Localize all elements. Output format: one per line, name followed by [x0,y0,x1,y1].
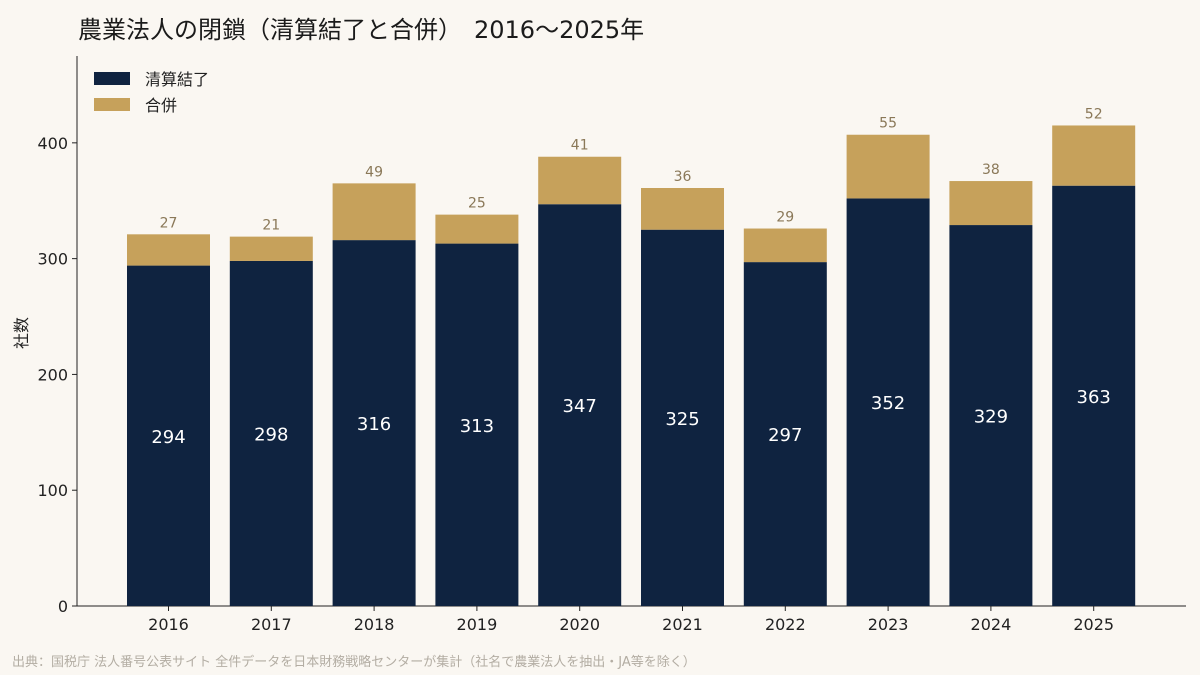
bar-segment-liquidation [743,262,827,606]
x-tick-label: 2017 [251,615,292,634]
data-label-merger: 55 [879,116,897,132]
y-tick-label: 200 [37,365,68,384]
bar-segment-merger [641,188,724,230]
data-label-merger: 49 [365,164,383,180]
legend-swatch [94,98,130,111]
bar-segment-merger [127,234,210,266]
bar-segment-liquidation [949,225,1033,607]
x-tick-label: 2023 [868,615,909,634]
bar-segment-liquidation [538,204,622,607]
source-note: 出典：国税庁 法人番号公表サイト 全件データを日本財務戦略センターが集計（社名で… [12,655,696,670]
y-tick-label: 100 [37,481,68,500]
bar-segment-merger [435,214,519,244]
data-label-liquidation: 294 [151,427,185,448]
x-tick-label: 2024 [971,615,1012,634]
data-label-merger: 52 [1085,106,1103,122]
x-tick-label: 2025 [1073,615,1114,634]
data-label-liquidation: 325 [665,409,699,430]
data-label-liquidation: 352 [871,393,905,414]
data-label-liquidation: 316 [357,414,391,435]
legend-label: 清算結了 [145,70,209,89]
bar-segment-merger [229,236,313,261]
x-tick-label: 2016 [148,615,189,634]
y-tick-label: 300 [37,250,68,269]
data-label-merger: 29 [776,210,794,226]
y-tick-label: 0 [58,597,68,616]
data-label-liquidation: 347 [563,396,597,417]
bar-segment-merger [743,228,827,263]
bar-segment-merger [949,181,1033,226]
data-label-merger: 27 [160,215,178,231]
data-label-liquidation: 329 [974,407,1008,428]
bar-segment-liquidation [846,198,930,606]
bar-segment-liquidation [435,243,519,606]
bar-segment-liquidation [1052,185,1136,606]
data-label-merger: 25 [468,196,486,212]
x-tick-label: 2022 [765,615,806,634]
bar-segment-merger [332,183,416,241]
bar-segment-merger [846,134,930,199]
data-label-merger: 41 [571,138,589,154]
data-label-liquidation: 297 [768,425,802,446]
y-axis-label: 社数 [12,317,31,349]
data-label-merger: 21 [262,218,280,234]
legend-label: 合併 [145,96,177,115]
x-tick-label: 2021 [662,615,703,634]
bar-segment-liquidation [641,229,724,606]
bar-segment-liquidation [127,265,210,606]
bar-segment-merger [538,156,622,205]
data-label-merger: 38 [982,162,1000,178]
legend-swatch [94,72,130,85]
data-label-liquidation: 298 [254,424,288,445]
chart-title: 農業法人の閉鎖（清算結了と合併） 2016〜2025年 [78,16,645,44]
y-tick-label: 400 [37,134,68,153]
data-label-merger: 36 [674,169,692,185]
bar-segment-liquidation [229,260,313,606]
axes: 0 100 200 300 400 社数 2016 2017 2018 2019 2020 2021 2… [12,56,1186,634]
bar-segment-merger [1052,125,1136,186]
data-label-liquidation: 363 [1077,387,1111,408]
x-tick-label: 2019 [457,615,498,634]
x-tick-label: 2018 [354,615,395,634]
x-tick-label: 2020 [559,615,600,634]
data-label-liquidation: 313 [460,416,494,437]
bar-segment-liquidation [332,240,416,606]
bars: 294 27 298 21 316 49 313 25 347 41 325 36 297 29 352 55… [127,106,1136,607]
